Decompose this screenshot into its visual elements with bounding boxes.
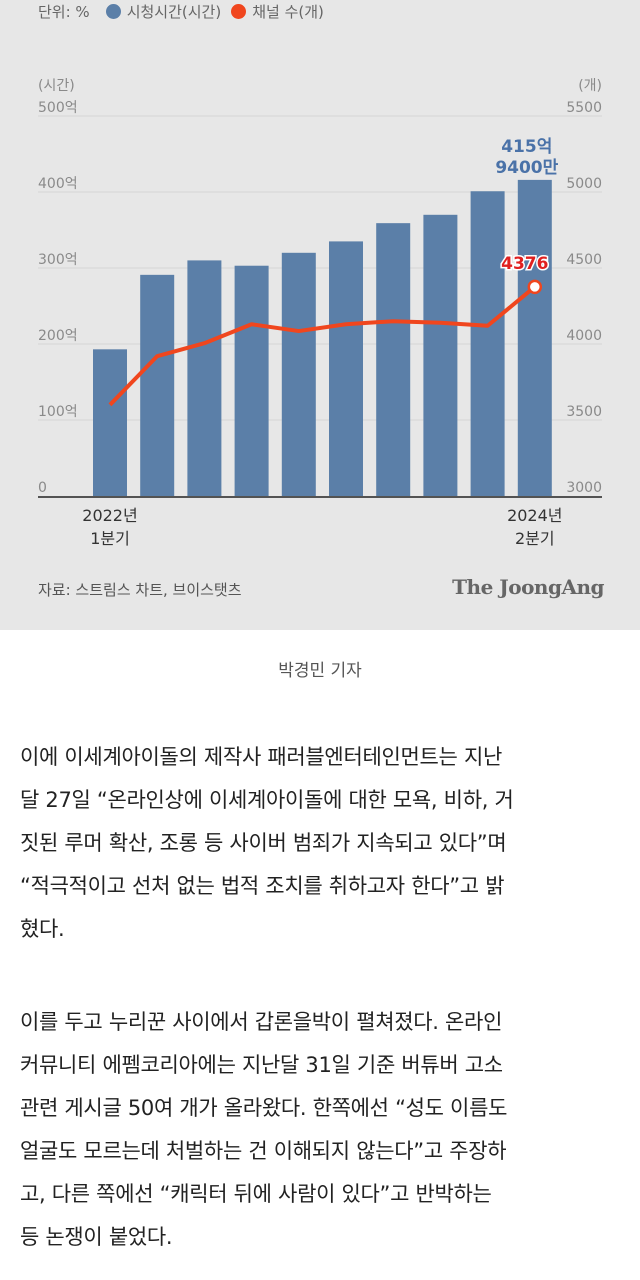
left-tick-label: 300억	[38, 252, 78, 268]
bar-end-label: 9400만	[495, 158, 558, 178]
text-line: 이에 이세계아이돌의 제작사 패러블엔터테인먼트는 지난	[20, 745, 502, 769]
right-tick-label: 5000	[566, 176, 602, 192]
bar	[140, 274, 175, 496]
text-line: 등 논쟁이 붙었다.	[20, 1225, 173, 1249]
text-line: 이를 두고 누리꾼 사이에서 갑론을박이 펼쳐졌다. 온라인	[20, 1010, 503, 1034]
right-tick-label: 3500	[566, 404, 602, 420]
right-tick-label: 4000	[566, 328, 602, 344]
chart-source: 자료: 스트림스 차트, 브이스탯츠	[38, 581, 242, 599]
left-tick-label: 400억	[38, 176, 78, 192]
text-line: 혔다.	[20, 917, 65, 941]
x-tick-label: 2분기	[515, 529, 555, 548]
left-tick-label: 0	[38, 480, 47, 496]
legend-unit: 단위: %	[38, 2, 90, 21]
text-line: 짓된 루머 확산, 조롱 등 사이버 범죄가 지속되고 있다”며	[20, 831, 507, 855]
text-line: 달 27일 “온라인상에 이세계아이돌에 대한 모욕, 비하, 거	[20, 788, 514, 812]
text-line: 고, 다른 쪽에선 “캐릭터 뒤에 사람이 있다”고 반박하는	[20, 1182, 492, 1206]
bar	[234, 265, 269, 496]
x-tick-label: 2024년	[507, 506, 562, 525]
legend-line-swatch-icon	[231, 3, 247, 19]
right-tick-label: 4500	[566, 252, 602, 268]
bar	[329, 241, 363, 496]
line-series	[108, 285, 537, 407]
brand-logo: The JoongAng	[452, 575, 604, 599]
legend-line-label: 채널 수(개)	[252, 2, 324, 21]
line-end-label: 4376	[501, 254, 548, 274]
photo-credit: 박경민 기자	[278, 661, 362, 681]
legend-bar-label: 시청시간(시간)	[126, 2, 222, 21]
right-tick-label: 5500	[566, 100, 602, 116]
left-axis-unit: (시간)	[38, 78, 75, 94]
bar	[187, 260, 222, 496]
chart-panel: 단위: % 시청시간(시간) 채널 수(개) 0 100억 200억 300억 400억…	[0, 0, 640, 630]
text-line: 얼굴도 모르는데 처벌하는 건 이해되지 않는다”고 주장하	[20, 1139, 507, 1163]
x-tick-label: 2022년	[82, 506, 137, 525]
left-tick-label: 200억	[38, 328, 78, 344]
bar	[517, 179, 552, 496]
chart-plot: 0 100억 200억 300억 400억 500억 3000 3500 4000 4500 500…	[38, 78, 602, 548]
article-paragraph-2: 이를 두고 누리꾼 사이에서 갑론을박이 펼쳐졌다. 온라인 커뮤니티 에펨코리…	[20, 1001, 630, 1259]
bar	[423, 214, 458, 497]
article-paragraph-1: 이에 이세계아이돌의 제작사 패러블엔터테인먼트는 지난 달 27일 “온라인상…	[20, 736, 630, 951]
text-line: 관련 게시글 50여 개가 올라왔다. 한쪽에선 “성도 이름도	[20, 1096, 508, 1120]
right-tick-label: 3000	[566, 480, 602, 496]
bar	[470, 191, 505, 497]
left-tick-label: 500억	[38, 100, 78, 116]
text-line: “적극적이고 선처 없는 법적 조치를 취하고자 한다”고 밝	[20, 874, 505, 898]
legend-bar-swatch-icon	[105, 3, 121, 19]
text-line: 커뮤니티 에펨코리아에는 지난달 31일 기준 버튜버 고소	[20, 1053, 503, 1077]
line-end-marker	[527, 279, 543, 295]
x-tick-label: 1분기	[90, 529, 130, 548]
bar	[281, 252, 316, 496]
bar	[376, 223, 411, 496]
right-axis-unit: (개)	[578, 78, 602, 94]
bar	[93, 349, 127, 496]
chart-legend: 단위: % 시청시간(시간) 채널 수(개)	[38, 0, 324, 22]
left-tick-label: 100억	[38, 404, 78, 420]
bar-end-label: 415억	[501, 137, 552, 157]
